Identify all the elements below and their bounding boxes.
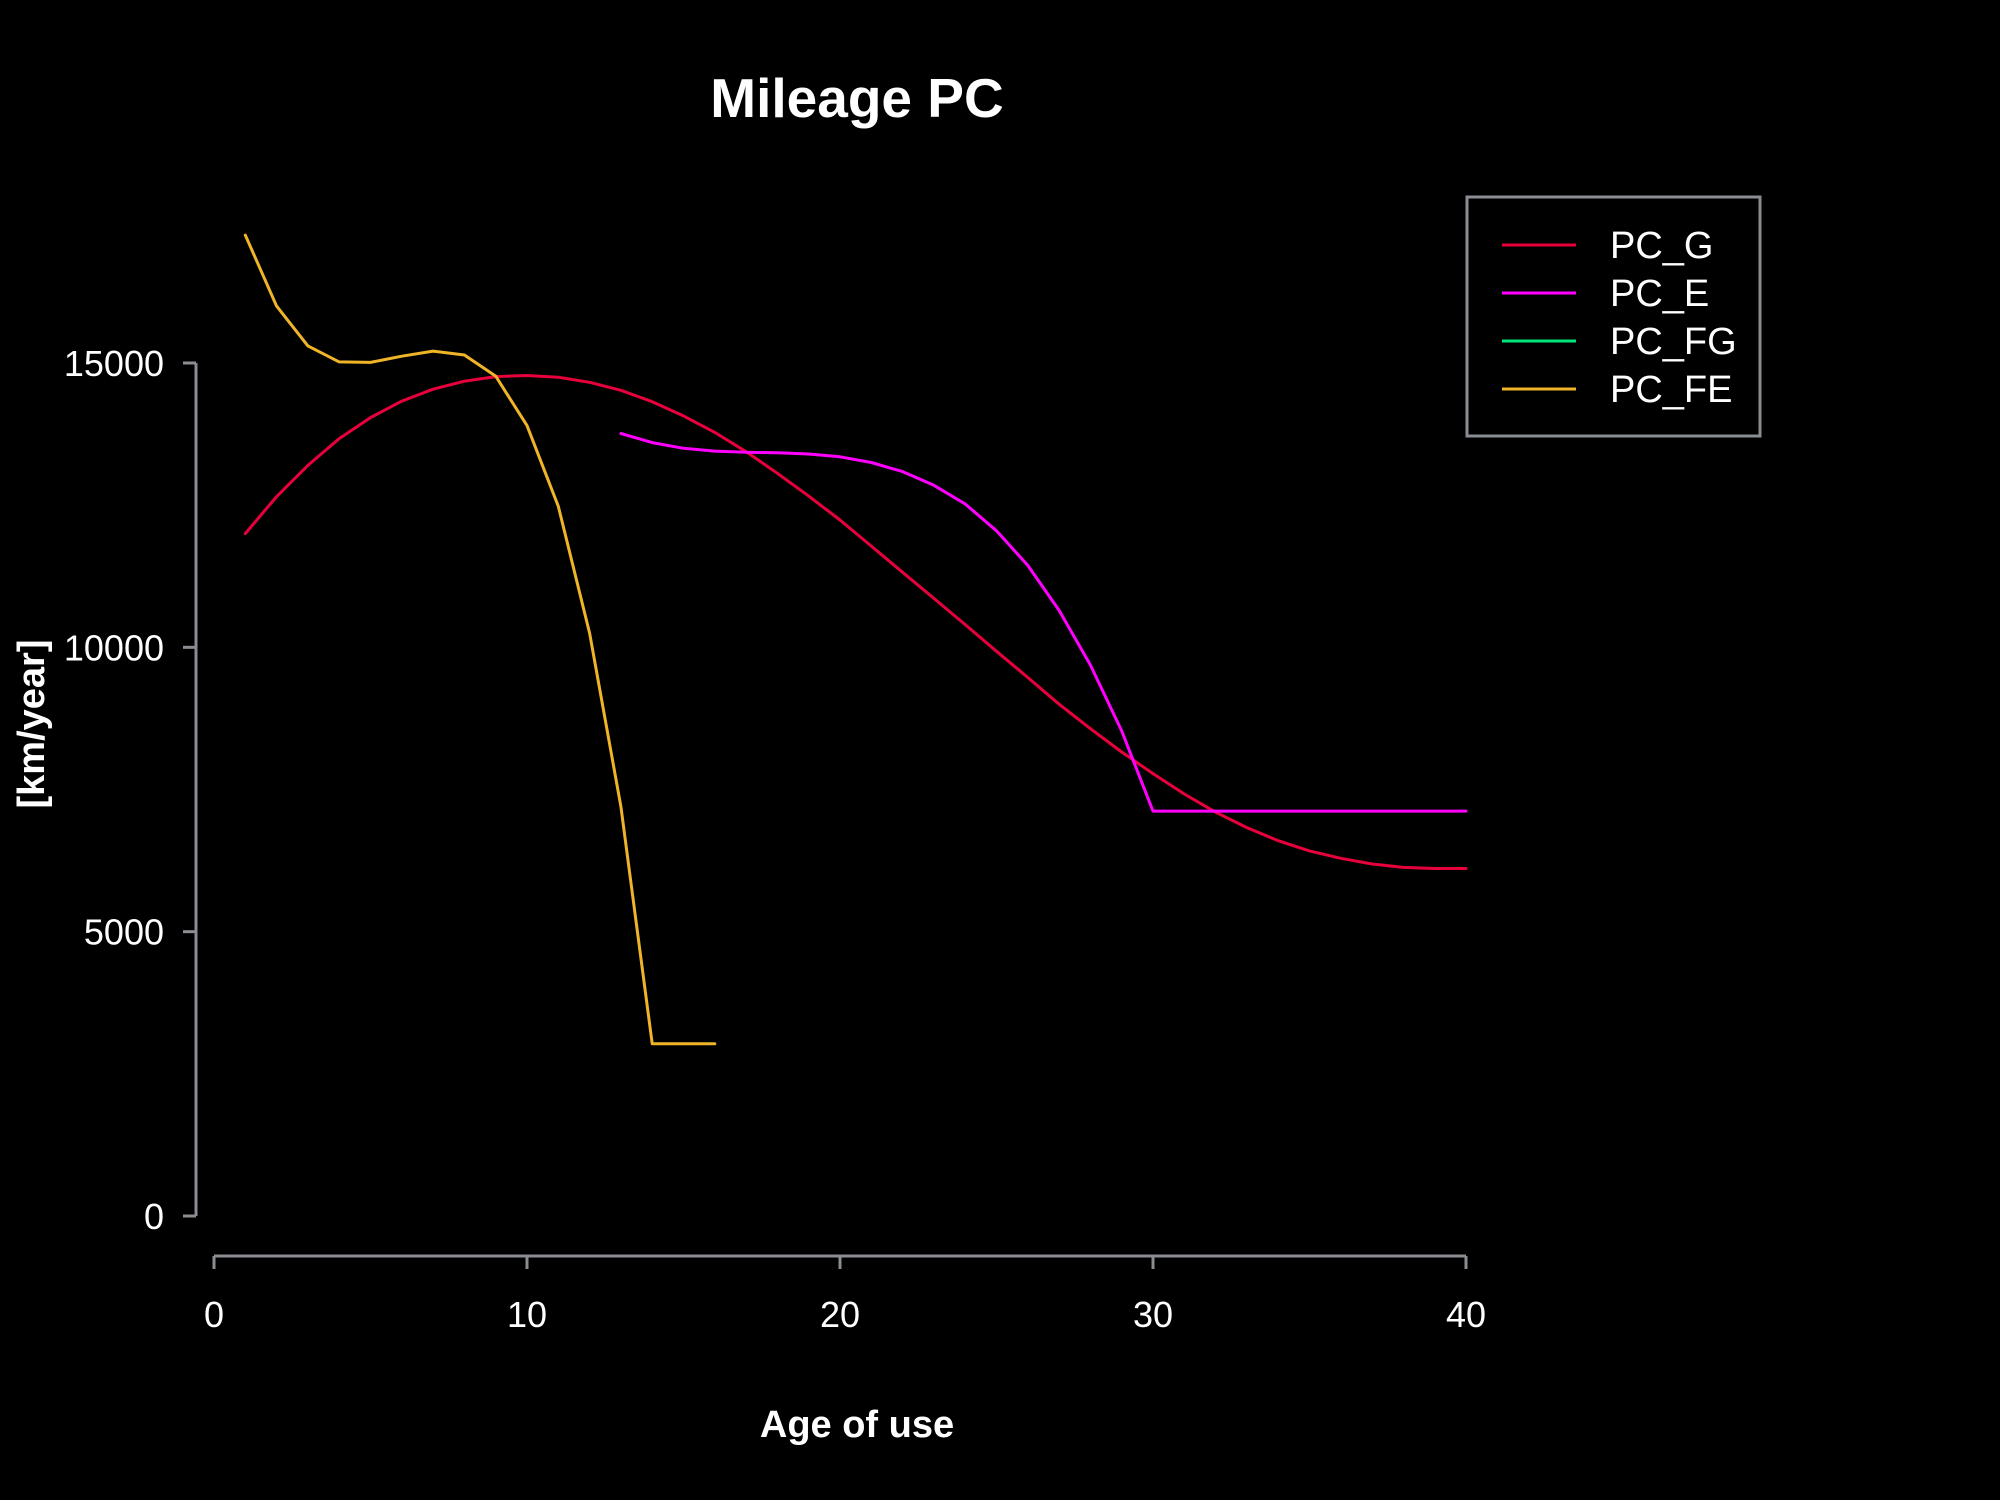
y-axis: 0 5000 10000 15000 <box>64 343 198 1237</box>
x-tick-label-3: 30 <box>1133 1294 1173 1335</box>
y-tick-label-1: 5000 <box>84 912 164 953</box>
legend: PC_G PC_E PC_FG PC_FE <box>1465 195 1762 438</box>
chart-title: Mileage PC <box>710 67 1003 129</box>
series-line-pc-fe <box>243 233 717 1046</box>
x-tick-label-1: 10 <box>507 1294 547 1335</box>
series-line-pc-g <box>243 374 1468 870</box>
x-tick-label-2: 20 <box>820 1294 860 1335</box>
legend-label-pc-fg: PC_FG <box>1610 321 1737 363</box>
legend-box <box>1465 195 1762 438</box>
legend-label-pc-e: PC_E <box>1610 273 1709 315</box>
x-tick-label-4: 40 <box>1446 1294 1486 1335</box>
legend-label-pc-g: PC_G <box>1610 225 1713 267</box>
y-tick-label-0: 0 <box>144 1196 164 1237</box>
y-tick-label-3: 15000 <box>64 343 164 384</box>
series-layer <box>243 233 1468 1046</box>
legend-label-pc-fe: PC_FE <box>1610 369 1732 411</box>
x-axis-label: Age of use <box>760 1404 954 1446</box>
x-tick-label-0: 0 <box>204 1294 224 1335</box>
y-axis-label: [km/year] <box>11 640 53 809</box>
y-tick-label-2: 10000 <box>64 627 164 668</box>
x-axis: 0 10 20 30 40 <box>204 1254 1486 1335</box>
series-line-pc-e <box>619 432 1468 813</box>
